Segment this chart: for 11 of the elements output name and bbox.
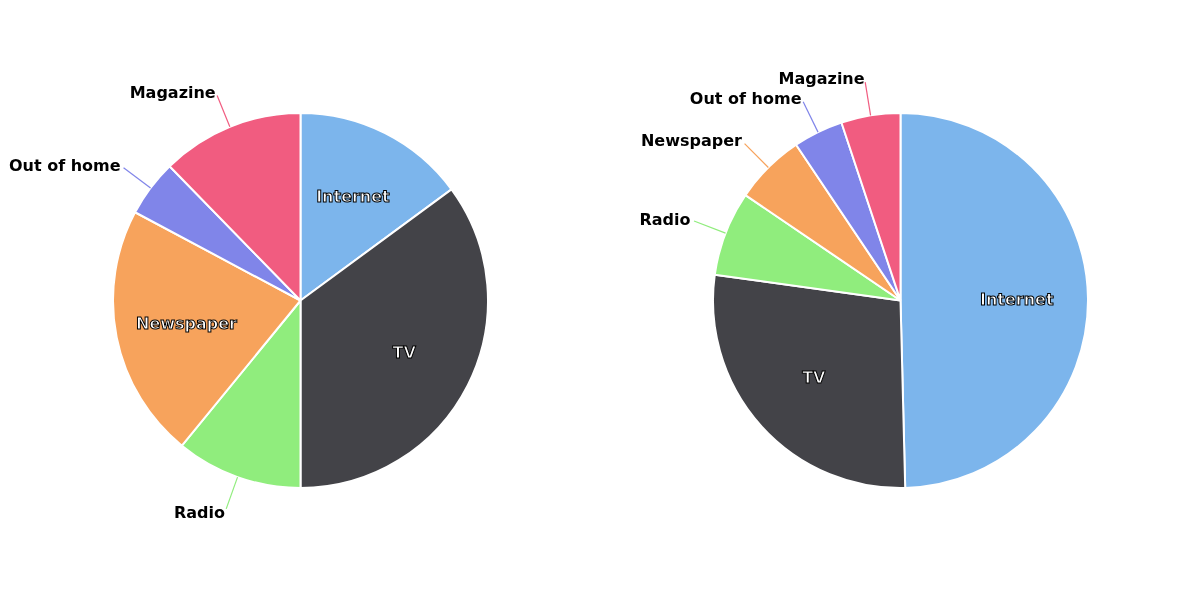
slice-label: Radio — [173, 502, 225, 522]
slice-label: Newspaper — [136, 313, 238, 333]
slice-label: Internet — [979, 289, 1054, 309]
slice-label: Magazine — [778, 68, 865, 88]
slice-label: Magazine — [129, 82, 216, 102]
slice-label: Internet — [316, 187, 391, 207]
slice-label: TV — [392, 343, 417, 363]
slice-label: Radio — [639, 210, 691, 230]
slice-label: Newspaper — [640, 131, 743, 151]
slice-label: Out of home — [8, 155, 121, 175]
slice-label: Out of home — [689, 88, 802, 108]
